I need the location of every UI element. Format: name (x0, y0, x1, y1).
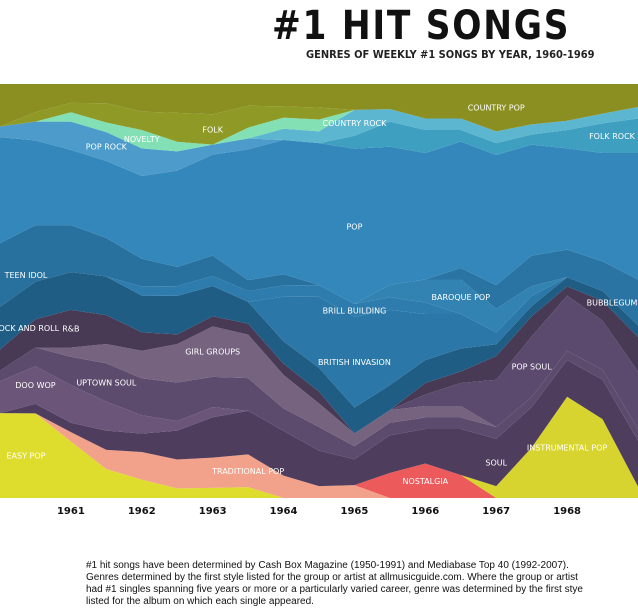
label-baroque-pop: BAROQUE POP (432, 293, 491, 302)
x-axis-ticks: 1961 1962 1963 1964 1965 1966 1967 1968 (57, 506, 581, 517)
footnote-text: #1 hit songs have been determined by Cas… (86, 560, 583, 607)
area-country-rock (0, 107, 638, 152)
label-uptown-soul: UPTOWN SOUL (76, 378, 137, 387)
area-traditional-pop (0, 413, 638, 498)
x-tick-1966: 1966 (411, 506, 439, 517)
label-pop-soul: POP SOUL (512, 363, 553, 372)
label-pop: POP (346, 222, 362, 231)
label-british-invasion: BRITISH INVASION (318, 358, 391, 367)
area-easy-pop (0, 413, 638, 498)
x-tick-1961: 1961 (57, 506, 85, 517)
stream-areas (0, 84, 638, 498)
area-folk (0, 102, 638, 145)
label-novelty: NOVELTY (124, 135, 160, 144)
x-tick-1968: 1968 (553, 506, 581, 517)
label-bubblegum: BUBBLEGUM (587, 299, 638, 308)
area-teen-idol (0, 225, 638, 326)
area-bubblegum (0, 225, 638, 326)
label-country-pop: COUNTRY POP (468, 104, 525, 113)
label-instrumental-pop: INSTRUMENTAL POP (527, 443, 608, 452)
area-rock-and-roll (0, 272, 638, 434)
area-r-b (0, 286, 638, 434)
chart-subtitle: GENRES OF WEEKLY #1 SONGS BY YEAR, 1960-… (306, 48, 595, 61)
label-nostalgia: NOSTALGIA (403, 477, 449, 486)
area-baroque-pop (0, 272, 638, 333)
x-tick-1964: 1964 (270, 506, 298, 517)
label-country-rock: COUNTRY ROCK (323, 119, 388, 128)
x-tick-1962: 1962 (128, 506, 156, 517)
area-novelty (0, 107, 638, 152)
label-girl-groups: GIRL GROUPS (185, 348, 240, 357)
label-teen-idol: TEEN IDOL (4, 271, 48, 280)
area-brill-building (0, 272, 638, 333)
label-easy-pop: EASY POP (7, 452, 46, 461)
area-british-invasion (0, 272, 638, 408)
label-folk: FOLK (202, 125, 223, 134)
area-girl-groups (0, 326, 638, 447)
label-soul: SOUL (485, 459, 507, 468)
area-pop-soul (0, 295, 638, 434)
x-tick-1967: 1967 (482, 506, 510, 517)
x-tick-1965: 1965 (341, 506, 369, 517)
area-pop (0, 137, 638, 304)
streamgraph: EASY POP TRADITIONAL POP NOSTALGIA INSTRUME… (0, 84, 638, 517)
label-rock-and-roll: ROCK AND ROLL (0, 324, 60, 333)
chart-title: #1 HIT SONGS (272, 3, 571, 49)
area-uptown-soul (0, 347, 638, 460)
area-soul (0, 360, 638, 487)
label-r-b: R&B (62, 325, 79, 334)
label-folk-rock: FOLK ROCK (589, 132, 636, 141)
area-folk-rock (0, 118, 638, 155)
label-pop-rock: POP ROCK (86, 143, 128, 152)
label-doo-wop: DOO WOP (15, 381, 56, 390)
x-tick-1963: 1963 (199, 506, 227, 517)
label-brill-building: BRILL BUILDING (323, 306, 387, 315)
area-instrumental-pop (0, 396, 638, 498)
label-traditional-pop: TRADITIONAL POP (211, 467, 284, 476)
area-pop-rock (0, 121, 638, 176)
area-country-pop (0, 84, 638, 132)
series-labels: EASY POP TRADITIONAL POP NOSTALGIA INSTRUME… (0, 104, 637, 486)
